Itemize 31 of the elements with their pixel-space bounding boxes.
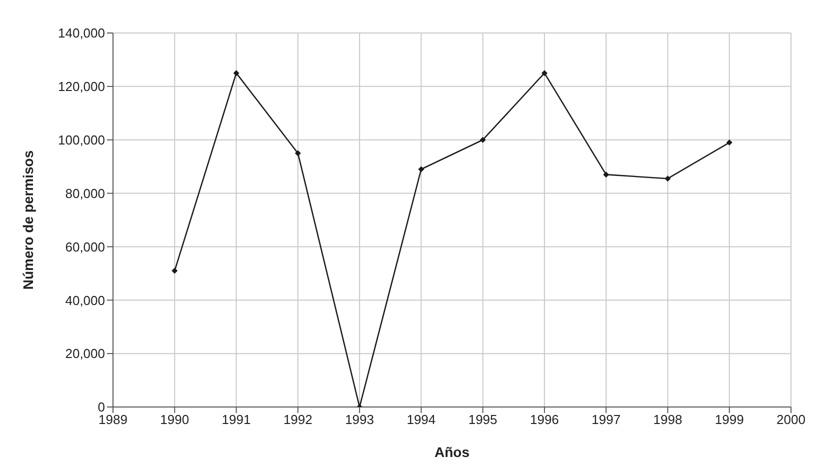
point bbox=[664, 176, 671, 182]
x-tick-label: 1993 bbox=[345, 412, 374, 428]
point bbox=[172, 268, 178, 274]
y-tick-label: 140,000 bbox=[58, 26, 105, 41]
point bbox=[541, 70, 548, 76]
y-tick-label: 40,000 bbox=[65, 292, 105, 308]
x-tick-label: 2000 bbox=[776, 412, 806, 428]
point bbox=[294, 150, 301, 156]
point bbox=[418, 166, 424, 172]
point bbox=[233, 70, 240, 76]
point bbox=[480, 136, 486, 143]
y-tick-label: 0 bbox=[98, 400, 105, 415]
x-axis-title: Años bbox=[434, 444, 470, 460]
y-axis-title: Número de permisos bbox=[20, 150, 36, 290]
point bbox=[726, 140, 732, 146]
y-tick-label: 80,000 bbox=[65, 186, 105, 201]
point bbox=[603, 172, 610, 178]
x-tick-label: 1996 bbox=[530, 412, 559, 428]
x-tick-label: 1999 bbox=[714, 412, 744, 428]
x-tick-label: 1990 bbox=[160, 412, 190, 428]
y-tick-label: 100,000 bbox=[58, 132, 105, 148]
x-tick-label: 1991 bbox=[222, 412, 251, 428]
y-tick-label: 60,000 bbox=[65, 239, 105, 254]
x-tick-label: 1989 bbox=[98, 412, 128, 428]
x-tick-label: 1998 bbox=[653, 412, 682, 428]
x-tick-label: 1992 bbox=[283, 412, 312, 428]
x-tick-label: 1997 bbox=[592, 412, 621, 428]
x-tick-label: 1995 bbox=[468, 412, 498, 428]
x-tick-label: 1994 bbox=[406, 412, 436, 428]
y-tick-label: 120,000 bbox=[58, 79, 105, 94]
y-tick-label: 20,000 bbox=[65, 346, 105, 362]
